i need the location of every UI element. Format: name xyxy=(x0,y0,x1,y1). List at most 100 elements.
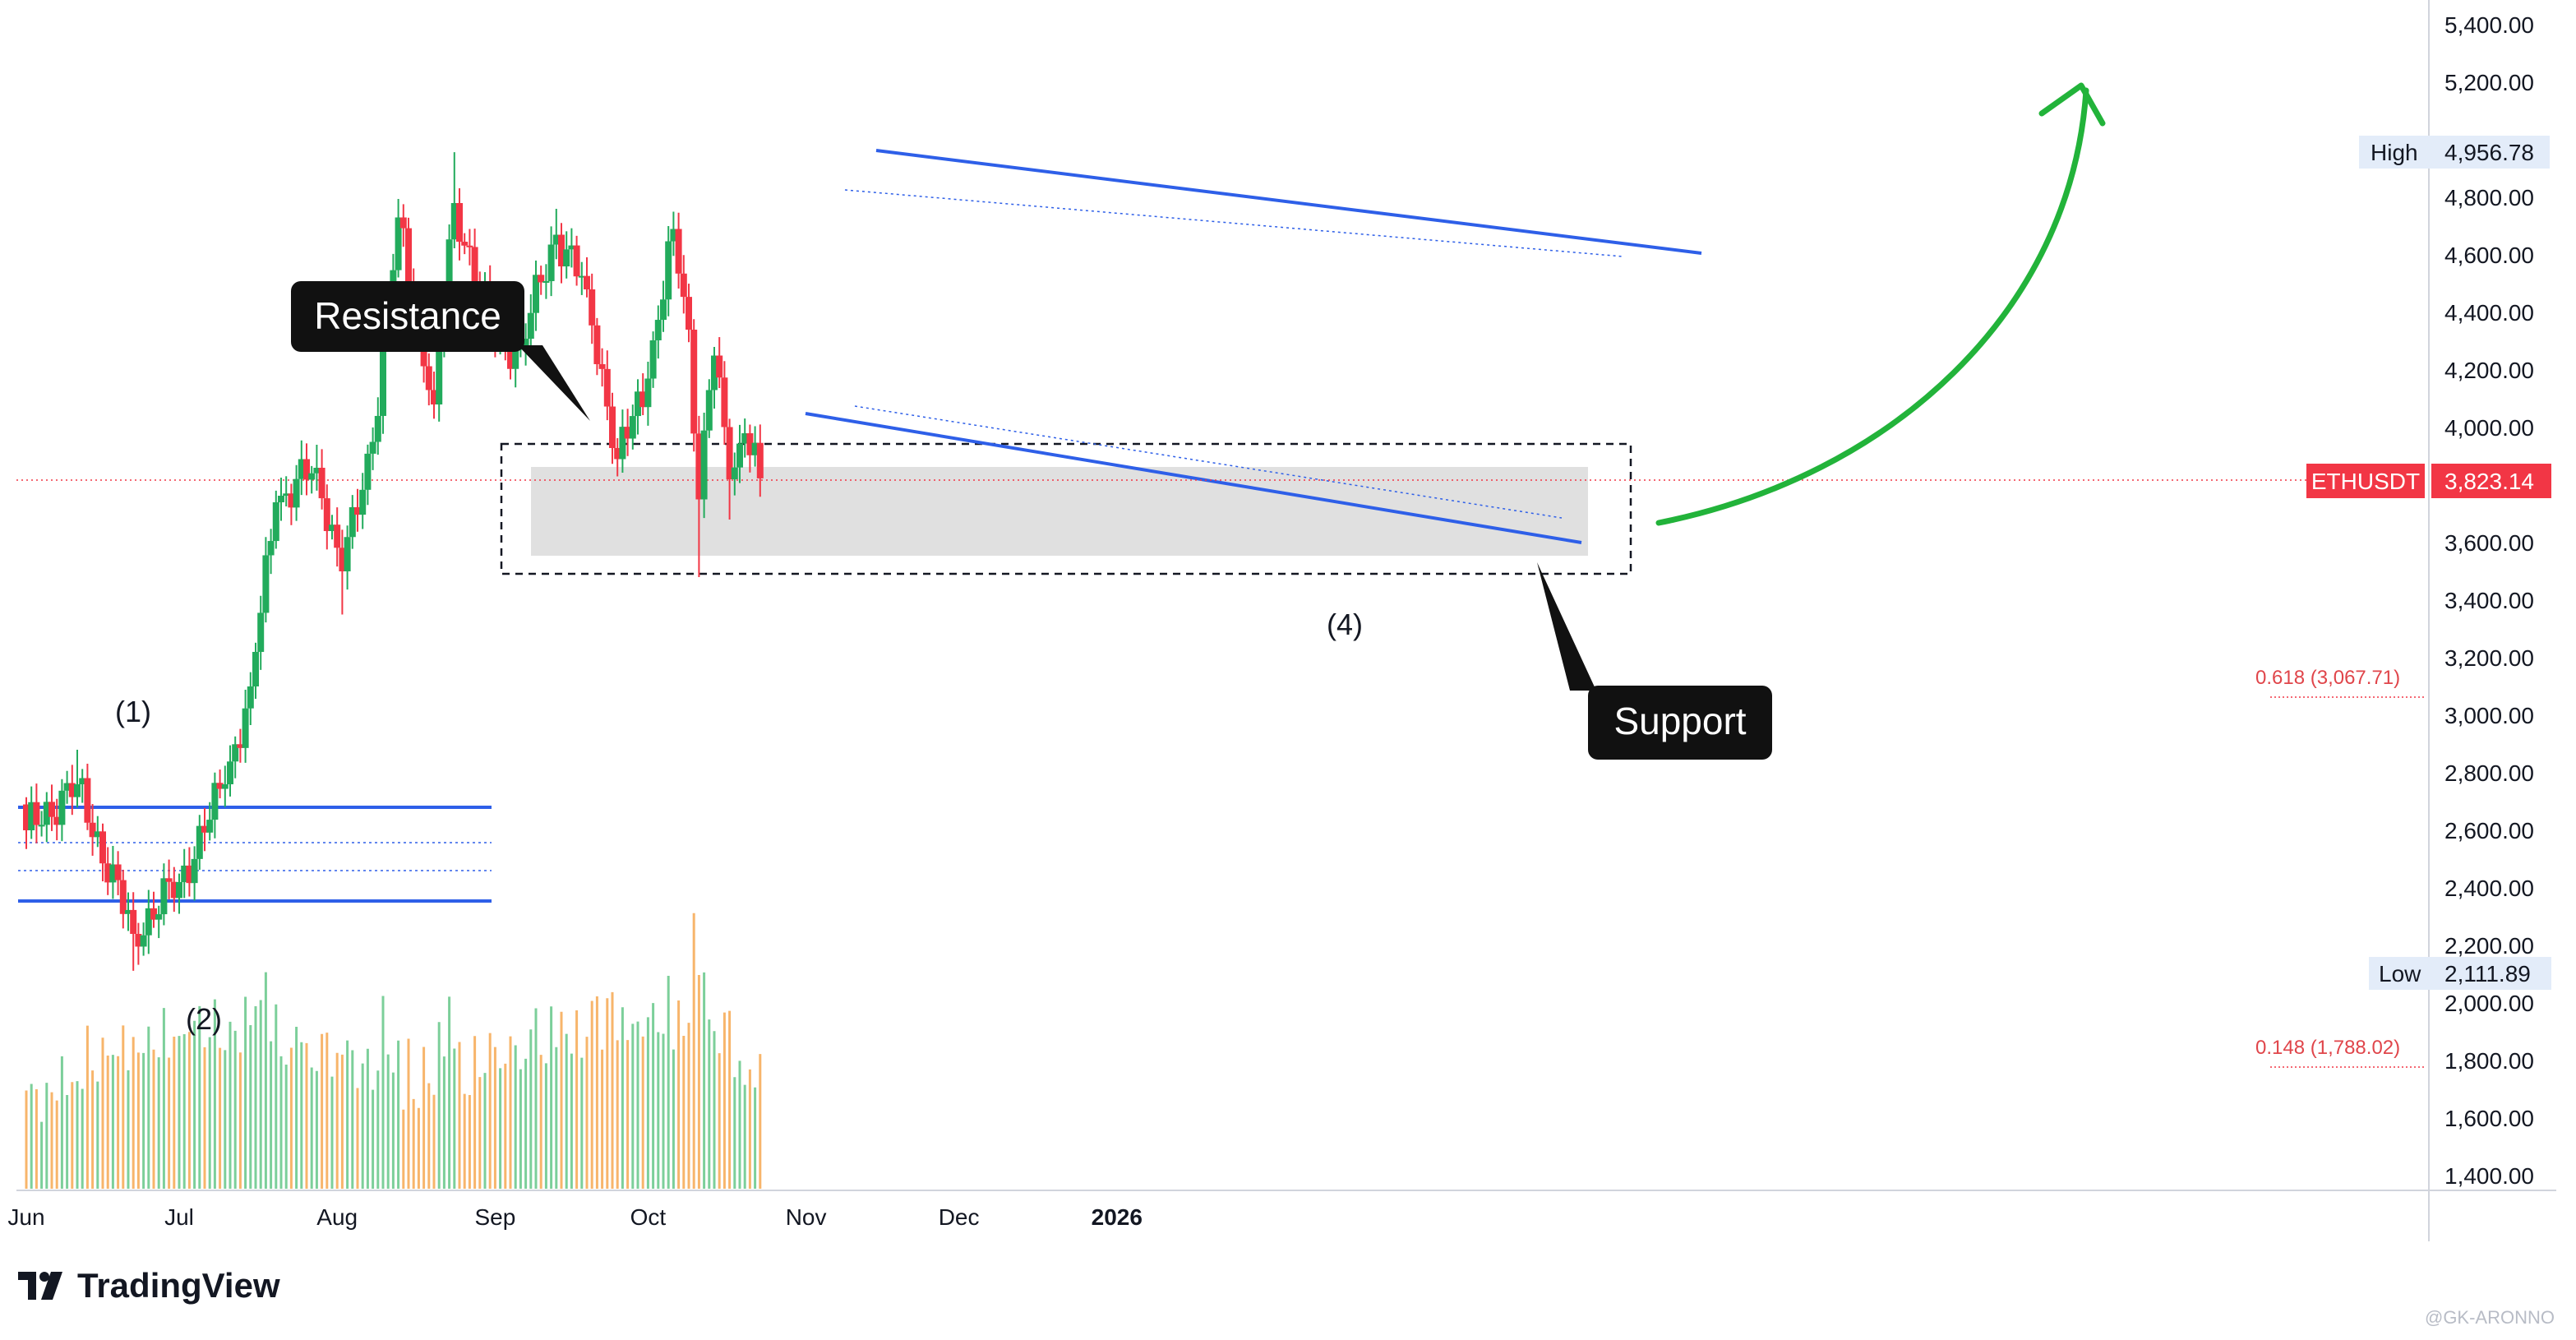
watermark: @GK-ARONNO xyxy=(2424,1307,2555,1328)
candle-body xyxy=(89,822,96,838)
channel-bottom-line xyxy=(805,412,1582,544)
candle-body xyxy=(135,934,142,947)
channel-top-line xyxy=(875,149,1702,255)
channel-bottom-dotted xyxy=(854,405,1563,519)
candle-body xyxy=(471,247,478,284)
y-tick-label: 4,000.00 xyxy=(2444,415,2534,441)
candle-body xyxy=(624,427,631,439)
high-tag-label: High xyxy=(2371,140,2418,165)
candle-body xyxy=(313,468,321,474)
candle-body xyxy=(644,378,652,408)
candle-body xyxy=(609,406,616,448)
candle-body xyxy=(639,391,647,408)
candle-body xyxy=(533,275,539,313)
candle-body xyxy=(293,478,300,508)
candle-body xyxy=(155,914,163,920)
low-tag-value: 2,111.89 xyxy=(2444,961,2531,987)
candle-body xyxy=(675,229,682,274)
candle-body xyxy=(53,816,61,825)
candle-body xyxy=(278,496,284,502)
candle-body xyxy=(716,355,723,378)
price-tag-bg xyxy=(2431,464,2551,498)
candle-body xyxy=(721,377,728,427)
candle-body xyxy=(547,244,555,281)
resistance-callout-box xyxy=(291,281,524,352)
candle-body xyxy=(654,320,662,340)
candle-body xyxy=(552,234,560,245)
candle-body xyxy=(68,783,76,797)
brand-name: TradingView xyxy=(77,1266,280,1305)
candle-body xyxy=(359,489,367,515)
candle-body xyxy=(686,297,692,330)
candle-body xyxy=(94,831,101,838)
x-axis-ticks: Jun Jul Aug Sep Oct Nov Dec 2026 xyxy=(7,1204,1143,1230)
candle-body xyxy=(461,242,469,246)
candle-body xyxy=(670,229,677,242)
candle-body xyxy=(619,427,626,460)
candle-body xyxy=(466,245,473,247)
low-tag-bg xyxy=(2369,957,2551,990)
candle-body xyxy=(125,909,132,914)
x-tick-label: Oct xyxy=(630,1204,667,1230)
candlesticks xyxy=(23,152,764,971)
candle-body xyxy=(431,390,437,404)
last-price-tag: ETHUSDT 3,823.14 xyxy=(2306,464,2551,498)
x-tick-label: Jul xyxy=(164,1204,194,1230)
candle-body xyxy=(201,825,208,833)
candle-body xyxy=(527,312,534,340)
candle-body xyxy=(196,825,203,859)
candle-body xyxy=(711,355,718,390)
candle-body xyxy=(425,366,432,390)
candle-body xyxy=(145,908,152,936)
candle-body xyxy=(308,473,316,480)
candle-body xyxy=(573,245,580,277)
candle-body xyxy=(339,548,346,571)
candle-body xyxy=(399,217,407,229)
x-tick-label: Nov xyxy=(786,1204,827,1230)
candle-body xyxy=(589,289,596,326)
resistance-label: Resistance xyxy=(314,294,501,337)
candle-body xyxy=(79,778,86,784)
candle-body xyxy=(160,878,168,915)
candle-body xyxy=(456,203,463,243)
candle-body xyxy=(522,339,529,347)
candle-body xyxy=(726,427,733,479)
candle-body xyxy=(267,541,275,556)
candle-body xyxy=(578,275,585,278)
candle-body xyxy=(323,498,330,532)
candle-body xyxy=(695,433,703,500)
candle-body xyxy=(584,275,590,289)
price-tag-text: 3,823.14 xyxy=(2444,469,2534,494)
candle-body xyxy=(369,441,376,454)
candle-body xyxy=(221,784,229,789)
candle-body xyxy=(680,273,687,298)
candle-body xyxy=(303,459,310,480)
candle-body xyxy=(635,391,641,417)
y-tick-label: 1,600.00 xyxy=(2444,1106,2534,1131)
volume-bars xyxy=(25,913,762,1189)
y-tick-label: 4,200.00 xyxy=(2444,358,2534,383)
candle-body xyxy=(257,612,265,652)
candle-body xyxy=(63,783,71,791)
wave-label-4: (4) xyxy=(1327,608,1363,641)
fib-618-label: 0.618 (3,067.71) xyxy=(2255,667,2400,689)
support-callout-box xyxy=(1588,686,1772,760)
candle-body xyxy=(705,390,713,431)
y-tick-label: 3,200.00 xyxy=(2444,645,2534,671)
support-label: Support xyxy=(1613,700,1746,742)
y-tick-label: 4,800.00 xyxy=(2444,185,2534,210)
y-axis-ticks: 5,400.00 5,200.00 4,800.00 4,600.00 4,400.00… xyxy=(2444,12,2534,1189)
candle-body xyxy=(232,744,239,762)
candle-body xyxy=(176,882,182,899)
y-tick-label: 2,200.00 xyxy=(2444,933,2534,959)
candle-body xyxy=(445,239,453,311)
candle-body xyxy=(395,217,402,270)
projection-arrow-head xyxy=(2038,82,2106,127)
x-tick-label: 2026 xyxy=(1092,1204,1143,1230)
candle-body xyxy=(288,493,295,508)
candle-body xyxy=(507,342,514,369)
candle-body xyxy=(593,325,601,364)
candle-body xyxy=(751,442,759,455)
tradingview-logo-icon xyxy=(18,1272,62,1300)
